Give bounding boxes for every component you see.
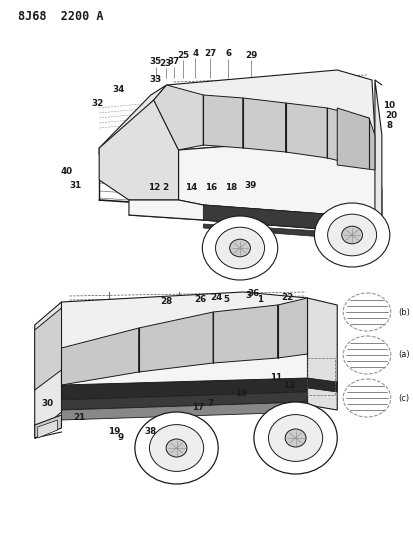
Text: 8J68  2200 A: 8J68 2200 A <box>18 10 103 23</box>
Ellipse shape <box>268 415 323 462</box>
Ellipse shape <box>343 336 391 374</box>
Text: 19: 19 <box>108 427 120 437</box>
Text: 29: 29 <box>245 51 257 60</box>
Polygon shape <box>62 328 139 385</box>
Text: 35: 35 <box>150 58 162 67</box>
Polygon shape <box>286 103 328 158</box>
Text: 16: 16 <box>205 183 217 192</box>
Ellipse shape <box>314 203 390 267</box>
Polygon shape <box>99 85 166 155</box>
Text: 17: 17 <box>192 403 204 413</box>
Polygon shape <box>62 392 308 410</box>
Ellipse shape <box>285 429 306 447</box>
Text: 2: 2 <box>163 183 169 192</box>
Polygon shape <box>62 402 308 420</box>
Polygon shape <box>375 80 382 230</box>
Text: 5: 5 <box>223 295 229 303</box>
Text: 27: 27 <box>204 49 216 58</box>
Text: (a): (a) <box>399 351 411 359</box>
Text: 14: 14 <box>185 183 197 192</box>
Polygon shape <box>129 200 382 230</box>
Text: 7: 7 <box>207 399 214 408</box>
Ellipse shape <box>343 379 391 417</box>
Polygon shape <box>337 108 375 170</box>
Text: 15: 15 <box>235 389 247 398</box>
Polygon shape <box>203 205 382 230</box>
Polygon shape <box>62 378 308 400</box>
Polygon shape <box>328 108 369 168</box>
Polygon shape <box>139 312 213 372</box>
Text: 40: 40 <box>60 167 73 176</box>
Text: (b): (b) <box>399 308 411 317</box>
Text: 37: 37 <box>167 58 180 67</box>
Text: 26: 26 <box>194 295 206 303</box>
Text: 28: 28 <box>161 297 173 306</box>
Polygon shape <box>154 85 203 150</box>
Text: 30: 30 <box>42 399 54 408</box>
Text: 10: 10 <box>383 101 395 109</box>
Polygon shape <box>38 420 57 438</box>
Text: 24: 24 <box>210 294 222 303</box>
Text: 9: 9 <box>118 433 124 442</box>
Ellipse shape <box>342 226 363 244</box>
Polygon shape <box>35 302 62 435</box>
Text: 1: 1 <box>257 295 263 304</box>
Ellipse shape <box>135 412 218 484</box>
Text: 4: 4 <box>192 49 199 58</box>
Polygon shape <box>35 415 62 438</box>
Text: 3: 3 <box>245 290 251 300</box>
Polygon shape <box>35 308 62 390</box>
Text: 39: 39 <box>245 181 257 190</box>
Text: 34: 34 <box>113 85 125 94</box>
Text: 31: 31 <box>69 181 81 190</box>
Text: 33: 33 <box>150 76 162 85</box>
Ellipse shape <box>328 214 377 256</box>
Polygon shape <box>278 298 308 358</box>
Ellipse shape <box>230 239 250 257</box>
Text: 36: 36 <box>248 289 260 298</box>
Text: 21: 21 <box>73 414 85 423</box>
Ellipse shape <box>150 425 204 471</box>
Ellipse shape <box>166 439 187 457</box>
Polygon shape <box>62 342 308 412</box>
Polygon shape <box>203 224 382 238</box>
Text: 20: 20 <box>386 110 398 119</box>
Text: 25: 25 <box>178 51 190 60</box>
Text: (c): (c) <box>399 393 410 402</box>
Ellipse shape <box>343 293 391 331</box>
Ellipse shape <box>216 227 265 269</box>
Text: 22: 22 <box>282 294 294 303</box>
Polygon shape <box>55 292 308 348</box>
Ellipse shape <box>254 402 337 474</box>
Ellipse shape <box>202 216 278 280</box>
Text: 38: 38 <box>145 427 157 437</box>
Text: 8: 8 <box>387 122 393 131</box>
Polygon shape <box>99 100 178 200</box>
Polygon shape <box>213 305 278 363</box>
Text: 23: 23 <box>159 59 172 68</box>
Polygon shape <box>243 98 286 152</box>
Polygon shape <box>178 135 382 215</box>
Polygon shape <box>308 298 337 410</box>
Text: 11: 11 <box>270 374 282 383</box>
Text: 32: 32 <box>91 99 103 108</box>
Polygon shape <box>308 378 337 392</box>
Text: 18: 18 <box>225 182 237 191</box>
Polygon shape <box>154 70 375 150</box>
Text: 13: 13 <box>283 381 296 390</box>
Polygon shape <box>203 95 243 148</box>
Text: 12: 12 <box>147 182 160 191</box>
Text: 6: 6 <box>225 50 231 59</box>
